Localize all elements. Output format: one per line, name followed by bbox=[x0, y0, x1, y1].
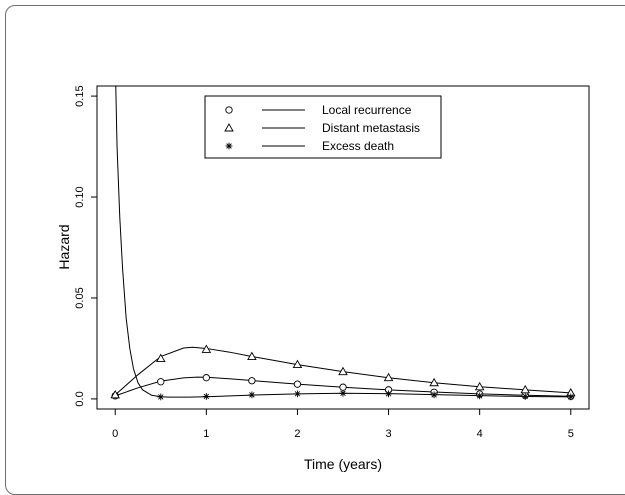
data-point bbox=[521, 393, 529, 400]
legend-label: Local recurrence bbox=[322, 103, 412, 117]
x-axis: 0 1 2 3 4 5 bbox=[112, 408, 574, 440]
data-point bbox=[201, 344, 212, 353]
data-point bbox=[156, 353, 166, 362]
data-point bbox=[293, 380, 302, 388]
series-markers bbox=[110, 344, 576, 401]
x-tick-label: 0 bbox=[112, 428, 118, 440]
data-point bbox=[292, 359, 303, 369]
data-point bbox=[429, 377, 439, 387]
data-point bbox=[339, 383, 347, 391]
data-point bbox=[157, 393, 165, 401]
legend-label: Excess death bbox=[322, 139, 394, 153]
data-point bbox=[202, 374, 210, 382]
legend-label: Distant metastasis bbox=[322, 121, 420, 135]
data-point bbox=[294, 390, 301, 398]
series-line bbox=[115, 86, 571, 398]
data-point bbox=[383, 372, 394, 382]
y-tick-label: 0.05 bbox=[74, 287, 86, 308]
y-tick-label: 0.0 bbox=[74, 391, 86, 406]
data-point bbox=[248, 377, 256, 385]
data-point bbox=[567, 393, 575, 401]
y-axis-title: Hazard bbox=[56, 224, 72, 269]
data-point bbox=[520, 384, 530, 394]
x-tick-label: 1 bbox=[203, 428, 209, 440]
x-tick-label: 4 bbox=[477, 428, 483, 440]
data-point bbox=[248, 391, 256, 399]
y-tick-label: 0.15 bbox=[74, 85, 86, 106]
data-point bbox=[474, 381, 485, 391]
data-point bbox=[430, 391, 438, 399]
data-point bbox=[157, 378, 165, 386]
legend: Local recurrence Distant metastasis Excess… bbox=[204, 95, 442, 159]
y-tick-label: 0.10 bbox=[74, 186, 86, 207]
data-point bbox=[339, 389, 347, 397]
x-tick-label: 3 bbox=[385, 428, 391, 440]
legend-box bbox=[204, 95, 442, 159]
data-point bbox=[338, 366, 348, 376]
data-point bbox=[202, 393, 210, 400]
x-tick-label: 2 bbox=[294, 428, 300, 440]
x-tick-label: 5 bbox=[568, 428, 574, 440]
series-curves bbox=[114, 86, 571, 398]
series-line bbox=[115, 376, 571, 397]
legend-marker bbox=[225, 142, 233, 150]
data-point bbox=[110, 389, 120, 399]
data-point bbox=[247, 351, 257, 360]
data-point bbox=[385, 390, 392, 398]
y-axis: 0.0 0.05 0.10 0.15 bbox=[74, 85, 98, 407]
legend-marker bbox=[224, 123, 234, 132]
data-point bbox=[476, 392, 484, 400]
x-axis-title: Time (years) bbox=[304, 456, 382, 472]
hazard-chart: 0 1 2 3 4 5 0.0 0.05 0.10 0.15 Local recurrence D… bbox=[56, 85, 590, 472]
series-line bbox=[114, 346, 571, 396]
legend-marker bbox=[225, 106, 233, 114]
